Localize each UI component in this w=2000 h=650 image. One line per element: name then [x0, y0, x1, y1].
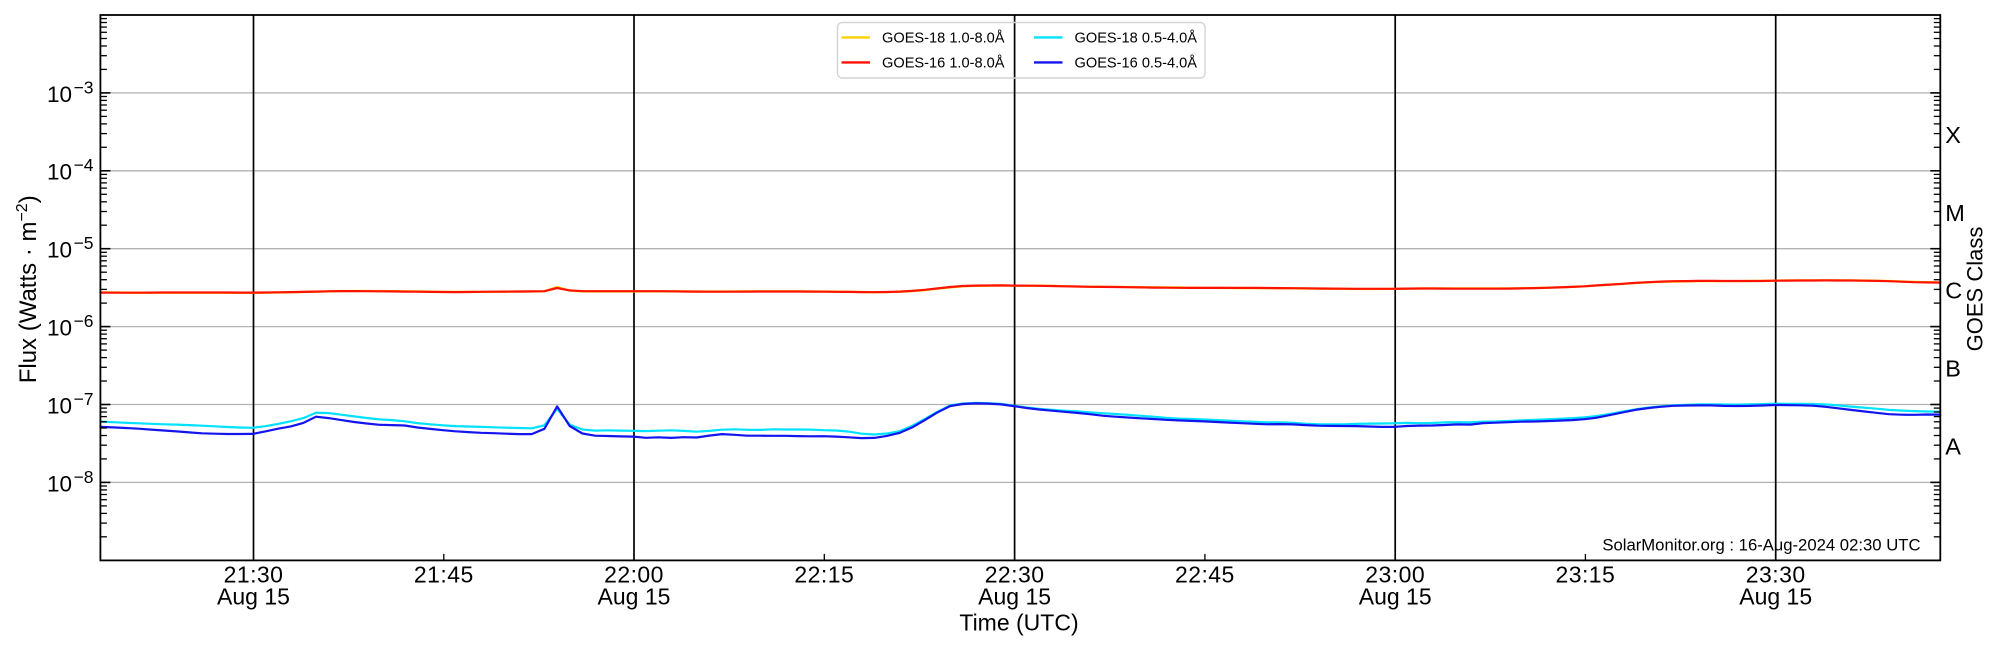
svg-text:M: M — [1945, 200, 1965, 226]
svg-text:GOES-16 1.0-8.0Å: GOES-16 1.0-8.0Å — [882, 55, 1005, 72]
svg-text:22:15: 22:15 — [794, 561, 854, 587]
svg-text:23:00: 23:00 — [1365, 561, 1425, 587]
svg-text:GOES-16 0.5-4.0Å: GOES-16 0.5-4.0Å — [1075, 55, 1198, 72]
svg-text:Aug 15: Aug 15 — [217, 584, 290, 610]
svg-text:A: A — [1945, 434, 1961, 460]
svg-text:Aug 15: Aug 15 — [978, 584, 1051, 610]
svg-text:21:45: 21:45 — [414, 561, 474, 587]
svg-text:10−5: 10−5 — [47, 233, 93, 263]
svg-text:GOES-18 1.0-8.0Å: GOES-18 1.0-8.0Å — [882, 30, 1005, 47]
svg-text:Aug 15: Aug 15 — [1359, 584, 1432, 610]
svg-text:23:15: 23:15 — [1555, 561, 1615, 587]
svg-text:10−7: 10−7 — [47, 389, 93, 419]
svg-text:C: C — [1945, 278, 1962, 304]
svg-text:Flux (Watts · m−2): Flux (Watts · m−2) — [14, 195, 42, 383]
svg-text:SolarMonitor.org : 16-Aug-2024: SolarMonitor.org : 16-Aug-2024 02:30 UTC — [1602, 536, 1920, 555]
svg-text:GOES-18 0.5-4.0Å: GOES-18 0.5-4.0Å — [1075, 30, 1198, 47]
svg-text:22:00: 22:00 — [604, 561, 664, 587]
svg-text:23:30: 23:30 — [1746, 561, 1806, 587]
svg-text:22:45: 22:45 — [1175, 561, 1235, 587]
svg-text:21:30: 21:30 — [224, 561, 284, 587]
svg-text:Aug 15: Aug 15 — [598, 584, 671, 610]
svg-text:Time (UTC): Time (UTC) — [959, 610, 1078, 636]
svg-text:X: X — [1945, 122, 1961, 148]
svg-text:GOES Class: GOES Class — [1963, 227, 1988, 352]
svg-text:22:30: 22:30 — [985, 561, 1045, 587]
svg-text:B: B — [1945, 356, 1961, 382]
svg-text:Aug 15: Aug 15 — [1739, 584, 1812, 610]
